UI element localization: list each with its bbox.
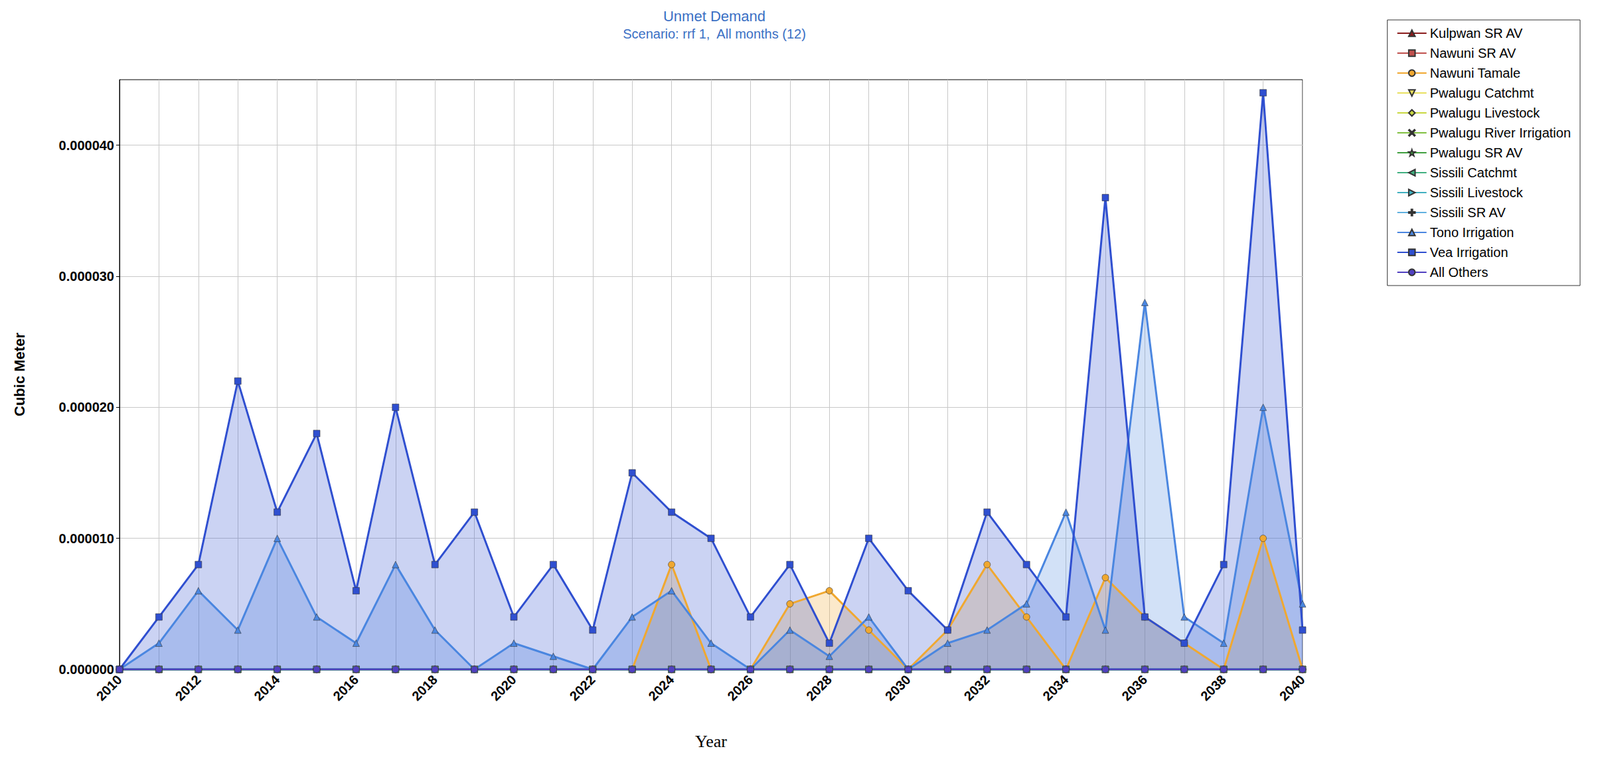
svg-text:2020: 2020 (487, 671, 520, 704)
svg-text:2016: 2016 (329, 671, 362, 704)
svg-text:Cubic Meter: Cubic Meter (11, 332, 28, 417)
svg-text:Pwalugu Livestock: Pwalugu Livestock (1430, 105, 1541, 121)
svg-text:Sissili Catchmt: Sissili Catchmt (1430, 165, 1518, 180)
svg-text:2024: 2024 (645, 671, 677, 704)
svg-text:2012: 2012 (172, 671, 204, 704)
svg-text:2038: 2038 (1197, 671, 1229, 704)
svg-text:Pwalugu Catchmt: Pwalugu Catchmt (1430, 85, 1535, 101)
svg-text:2032: 2032 (961, 671, 993, 704)
svg-text:Pwalugu River Irrigation: Pwalugu River Irrigation (1430, 125, 1571, 141)
svg-text:2030: 2030 (882, 671, 914, 704)
svg-text:Year: Year (695, 731, 727, 751)
svg-text:Nawuni SR AV: Nawuni SR AV (1430, 45, 1517, 61)
svg-text:2022: 2022 (566, 671, 599, 704)
svg-text:0.000000: 0.000000 (59, 661, 115, 677)
svg-text:2036: 2036 (1118, 671, 1150, 704)
svg-text:2028: 2028 (803, 671, 835, 704)
svg-text:Kulpwan SR AV: Kulpwan SR AV (1430, 25, 1523, 41)
svg-text:0.000010: 0.000010 (59, 531, 115, 546)
svg-text:0.000040: 0.000040 (59, 138, 115, 153)
svg-text:2014: 2014 (250, 671, 283, 704)
svg-text:Scenario: rrf 1, All months (: Scenario: rrf 1, All months (12) (622, 26, 806, 42)
svg-text:2010: 2010 (93, 671, 125, 704)
svg-text:2026: 2026 (724, 671, 756, 704)
svg-text:Unmet Demand: Unmet Demand (663, 7, 766, 25)
svg-text:2040: 2040 (1276, 671, 1308, 704)
svg-text:Tono Irrigation: Tono Irrigation (1430, 225, 1515, 240)
svg-text:0.000020: 0.000020 (59, 399, 115, 415)
svg-text:Sissili SR AV: Sissili SR AV (1430, 205, 1507, 220)
svg-text:2034: 2034 (1039, 671, 1071, 704)
svg-text:Nawuni Tamale: Nawuni Tamale (1430, 65, 1521, 81)
svg-text:Vea Irrigation: Vea Irrigation (1430, 244, 1509, 260)
svg-text:Pwalugu SR AV: Pwalugu SR AV (1430, 145, 1523, 160)
svg-text:All Others: All Others (1430, 264, 1489, 280)
svg-text:2018: 2018 (408, 671, 441, 704)
svg-text:Sissili Livestock: Sissili Livestock (1430, 185, 1524, 200)
svg-text:0.000030: 0.000030 (59, 268, 115, 284)
